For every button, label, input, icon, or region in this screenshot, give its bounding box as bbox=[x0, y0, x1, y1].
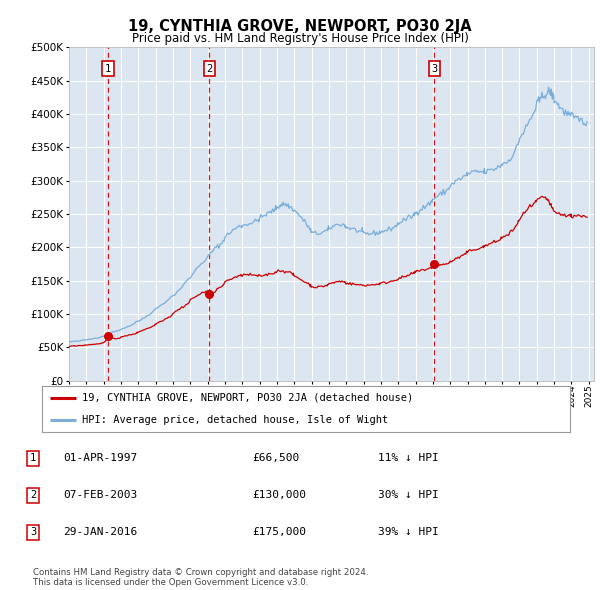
Text: HPI: Average price, detached house, Isle of Wight: HPI: Average price, detached house, Isle… bbox=[82, 415, 388, 425]
Text: 11% ↓ HPI: 11% ↓ HPI bbox=[378, 453, 439, 463]
Text: 3: 3 bbox=[431, 64, 437, 74]
Text: £66,500: £66,500 bbox=[252, 453, 299, 463]
Text: 07-FEB-2003: 07-FEB-2003 bbox=[63, 490, 137, 500]
Text: 19, CYNTHIA GROVE, NEWPORT, PO30 2JA: 19, CYNTHIA GROVE, NEWPORT, PO30 2JA bbox=[128, 19, 472, 34]
Text: 2: 2 bbox=[206, 64, 212, 74]
Text: 1: 1 bbox=[30, 453, 36, 463]
Text: Price paid vs. HM Land Registry's House Price Index (HPI): Price paid vs. HM Land Registry's House … bbox=[131, 32, 469, 45]
Text: £130,000: £130,000 bbox=[252, 490, 306, 500]
Text: Contains HM Land Registry data © Crown copyright and database right 2024.
This d: Contains HM Land Registry data © Crown c… bbox=[33, 568, 368, 587]
Text: £175,000: £175,000 bbox=[252, 527, 306, 537]
Text: 19, CYNTHIA GROVE, NEWPORT, PO30 2JA (detached house): 19, CYNTHIA GROVE, NEWPORT, PO30 2JA (de… bbox=[82, 393, 413, 403]
Text: 39% ↓ HPI: 39% ↓ HPI bbox=[378, 527, 439, 537]
Text: 2: 2 bbox=[30, 490, 36, 500]
Text: 1: 1 bbox=[105, 64, 111, 74]
Text: 30% ↓ HPI: 30% ↓ HPI bbox=[378, 490, 439, 500]
Text: 3: 3 bbox=[30, 527, 36, 537]
Text: 01-APR-1997: 01-APR-1997 bbox=[63, 453, 137, 463]
Text: 29-JAN-2016: 29-JAN-2016 bbox=[63, 527, 137, 537]
